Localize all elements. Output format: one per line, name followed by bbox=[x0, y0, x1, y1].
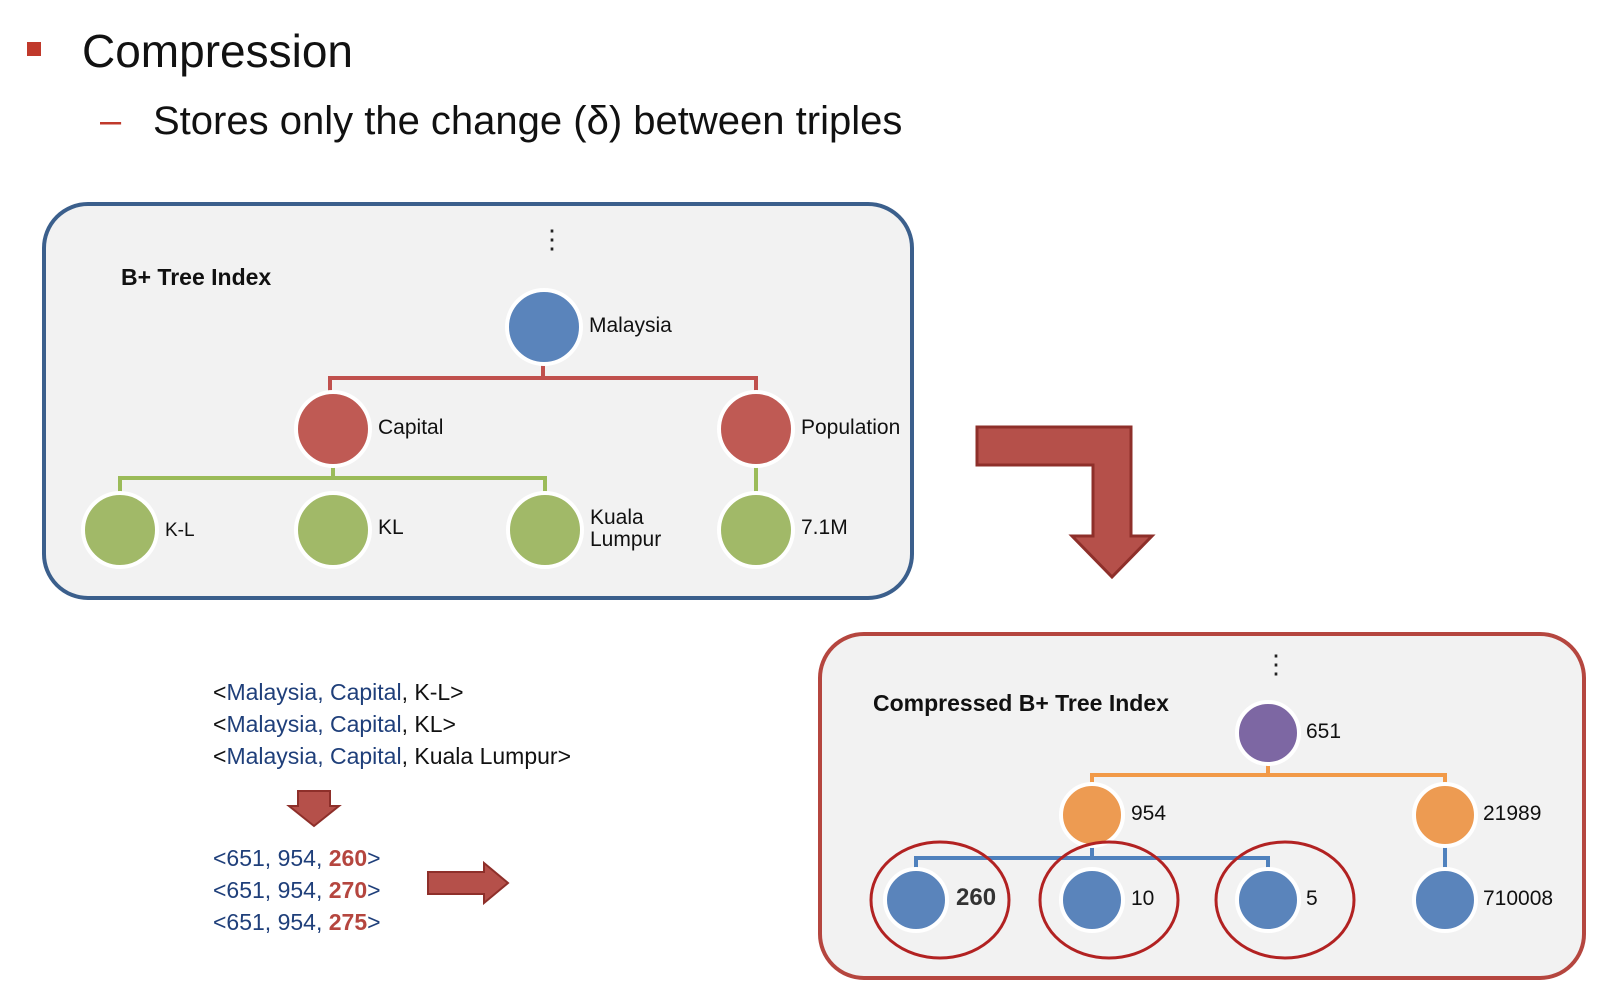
triple-open: < bbox=[213, 711, 227, 737]
label-21989: 21989 bbox=[1483, 802, 1542, 825]
triple-sep: , bbox=[317, 711, 330, 737]
id-triple-close: > bbox=[367, 845, 381, 871]
bottom-ellipsis: ⋮ bbox=[1263, 651, 1289, 677]
triple-sep: , bbox=[317, 679, 330, 705]
id-triple-3: <651, 954, 275> bbox=[213, 906, 381, 938]
triple-open: < bbox=[213, 743, 227, 769]
triple-close: > bbox=[450, 679, 464, 705]
triple-close: > bbox=[557, 743, 572, 769]
label-954: 954 bbox=[1131, 802, 1167, 825]
triple-sep: , bbox=[317, 743, 330, 769]
triple-sep: , bbox=[401, 679, 415, 705]
triple-object: Kuala Lumpur bbox=[414, 743, 558, 769]
id-triple-delta: 270 bbox=[328, 877, 368, 903]
small-down-arrow-icon bbox=[286, 790, 342, 828]
label-710008: 710008 bbox=[1483, 887, 1554, 910]
triple-sep: , bbox=[401, 743, 415, 769]
node-954 bbox=[1059, 782, 1125, 848]
id-triple-close: > bbox=[367, 877, 381, 903]
label-lumpur: Lumpur bbox=[590, 528, 662, 551]
node-malaysia bbox=[505, 288, 583, 366]
sub-bullet-dash: – bbox=[100, 100, 122, 142]
highlight-ellipse-260 bbox=[869, 840, 1011, 960]
triple-object: K-L bbox=[414, 679, 451, 705]
node-k-l bbox=[81, 491, 159, 569]
id-triple-1: <651, 954, 260> bbox=[213, 842, 381, 874]
node-10 bbox=[1059, 867, 1125, 933]
id-triple-close: > bbox=[367, 909, 381, 935]
id-triple-prefix: <651, 954, bbox=[213, 909, 329, 935]
compressed-tree-title: Compressed B+ Tree Index bbox=[873, 690, 1169, 716]
triple-object: KL bbox=[414, 711, 443, 737]
node-kuala-lumpur bbox=[506, 491, 584, 569]
triple-predicate: Capital bbox=[329, 711, 402, 737]
triple-subject: Malaysia bbox=[226, 743, 318, 769]
triple-predicate: Capital bbox=[329, 679, 402, 705]
small-right-arrow-icon bbox=[427, 860, 510, 906]
triple-sep: , bbox=[401, 711, 415, 737]
id-triple-2: <651, 954, 270> bbox=[213, 874, 381, 906]
bplus-tree-title: B+ Tree Index bbox=[121, 264, 272, 290]
id-triple-delta: 260 bbox=[328, 845, 368, 871]
id-triples: <651, 954, 260> <651, 954, 270> <651, 95… bbox=[213, 842, 381, 938]
text-triple-2: <Malaysia, Capital, KL> bbox=[213, 708, 571, 740]
highlight-ellipse-10 bbox=[1038, 840, 1180, 960]
label-260: 260 bbox=[956, 884, 997, 911]
text-triple-1: <Malaysia, Capital, K-L> bbox=[213, 676, 571, 708]
id-triple-delta: 275 bbox=[328, 909, 368, 935]
triple-subject: Malaysia bbox=[226, 679, 318, 705]
triple-predicate: Capital bbox=[329, 743, 402, 769]
text-triples: <Malaysia, Capital, K-L> <Malaysia, Capi… bbox=[213, 676, 571, 772]
big-bent-arrow-icon bbox=[975, 425, 1156, 580]
node-260 bbox=[883, 867, 949, 933]
id-triple-prefix: <651, 954, bbox=[213, 845, 329, 871]
label-kuala: Kuala bbox=[590, 506, 644, 529]
triple-subject: Malaysia bbox=[226, 711, 318, 737]
label-malaysia: Malaysia bbox=[589, 314, 672, 337]
node-kl bbox=[294, 491, 372, 569]
node-5 bbox=[1235, 867, 1301, 933]
label-651: 651 bbox=[1306, 720, 1342, 743]
node-21989 bbox=[1412, 782, 1478, 848]
text-triple-3: <Malaysia, Capital, Kuala Lumpur> bbox=[213, 740, 571, 772]
top-ellipsis: ⋮ bbox=[539, 226, 565, 252]
node-capital bbox=[294, 390, 372, 468]
triple-open: < bbox=[213, 679, 227, 705]
highlight-ellipse-5 bbox=[1214, 840, 1356, 960]
label-capital: Capital bbox=[378, 416, 444, 439]
bullet-compression: Compression bbox=[82, 25, 353, 77]
label-5: 5 bbox=[1306, 887, 1318, 910]
bullet-square-icon bbox=[27, 42, 41, 56]
node-population bbox=[717, 390, 795, 468]
edge-651-to-children bbox=[1090, 763, 1447, 789]
label-10: 10 bbox=[1131, 887, 1155, 910]
label-kl: KL bbox=[378, 516, 404, 539]
label-population: Population bbox=[801, 416, 901, 439]
sub-bullet-text: Stores only the change (δ) between tripl… bbox=[153, 99, 903, 143]
node-7-1m bbox=[717, 491, 795, 569]
node-651 bbox=[1235, 700, 1301, 766]
id-triple-prefix: <651, 954, bbox=[213, 877, 329, 903]
label-k-l: K-L bbox=[165, 520, 195, 541]
triple-close: > bbox=[442, 711, 456, 737]
label-7-1m: 7.1M bbox=[801, 516, 848, 539]
node-710008 bbox=[1412, 867, 1478, 933]
